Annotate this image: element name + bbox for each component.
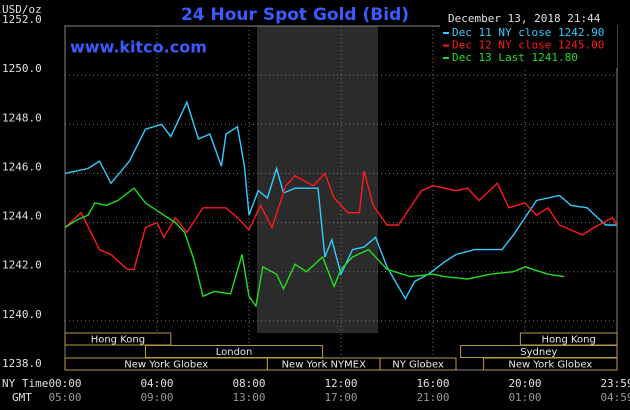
x-tick-label: 04:00 — [140, 377, 173, 390]
y-tick-label: 1248.0 — [2, 111, 42, 124]
x2-tick-label: 13:00 — [232, 391, 265, 404]
session-shade — [257, 26, 378, 333]
x-tick-label: 20:00 — [508, 377, 541, 390]
session-label: Sydney — [520, 347, 557, 358]
y-tick-label: 1244.0 — [2, 210, 42, 223]
y-tick-label: 1240.0 — [2, 308, 42, 321]
x-row-label: NY Time — [2, 377, 48, 390]
session-label: New York NYMEX — [282, 360, 367, 371]
x-tick-label: 12:00 — [324, 377, 357, 390]
session-bar — [379, 357, 457, 371]
session-label: London — [216, 347, 253, 358]
y-tick-label: 1242.0 — [2, 259, 42, 272]
session-label: Hong Kong — [542, 335, 596, 346]
x2-tick-label: 21:00 — [416, 391, 449, 404]
y-tick-label: 1246.0 — [2, 160, 42, 173]
session-bar — [64, 332, 172, 346]
y-tick-label: 1238.0 — [2, 357, 42, 370]
x-tick-label: 00:00 — [48, 377, 81, 390]
session-label: New York Globex — [508, 360, 592, 371]
legend-label: Dec 13 Last 1241.80 — [452, 51, 578, 64]
series-line — [64, 187, 565, 308]
x2-tick-label: 04:59 — [600, 391, 630, 404]
y-tick-label: 1250.0 — [2, 62, 42, 75]
x2-tick-label: 17:00 — [324, 391, 357, 404]
x2-tick-label: 01:00 — [508, 391, 541, 404]
session-label: NY Globex — [392, 360, 444, 371]
x-tick-label: 23:59 — [600, 377, 630, 390]
x-tick-label: 16:00 — [416, 377, 449, 390]
x-row-label: GMT — [12, 391, 32, 404]
y-tick-label: 1252.0 — [2, 13, 42, 26]
chart-title: 24 Hour Spot Gold (Bid) — [181, 5, 409, 25]
session-bar — [483, 357, 618, 371]
x-tick-label: 08:00 — [232, 377, 265, 390]
legend-label: Dec 12 NY close 1245.00 — [452, 39, 604, 52]
timestamp: December 13, 2018 21:44 — [448, 12, 601, 25]
legend-box — [440, 10, 617, 68]
x2-tick-label: 09:00 — [140, 391, 173, 404]
lines — [64, 100, 618, 308]
series-line — [64, 170, 618, 270]
session-label: Hong Kong — [91, 335, 145, 346]
session-label: New York Globex — [124, 360, 208, 371]
series-line — [64, 100, 617, 301]
legend-label: Dec 11 NY close 1242.90 — [452, 26, 604, 39]
site-label: www.kitco.com — [70, 38, 207, 57]
x2-tick-label: 05:00 — [48, 391, 81, 404]
unit-label: USD/oz — [2, 3, 42, 16]
